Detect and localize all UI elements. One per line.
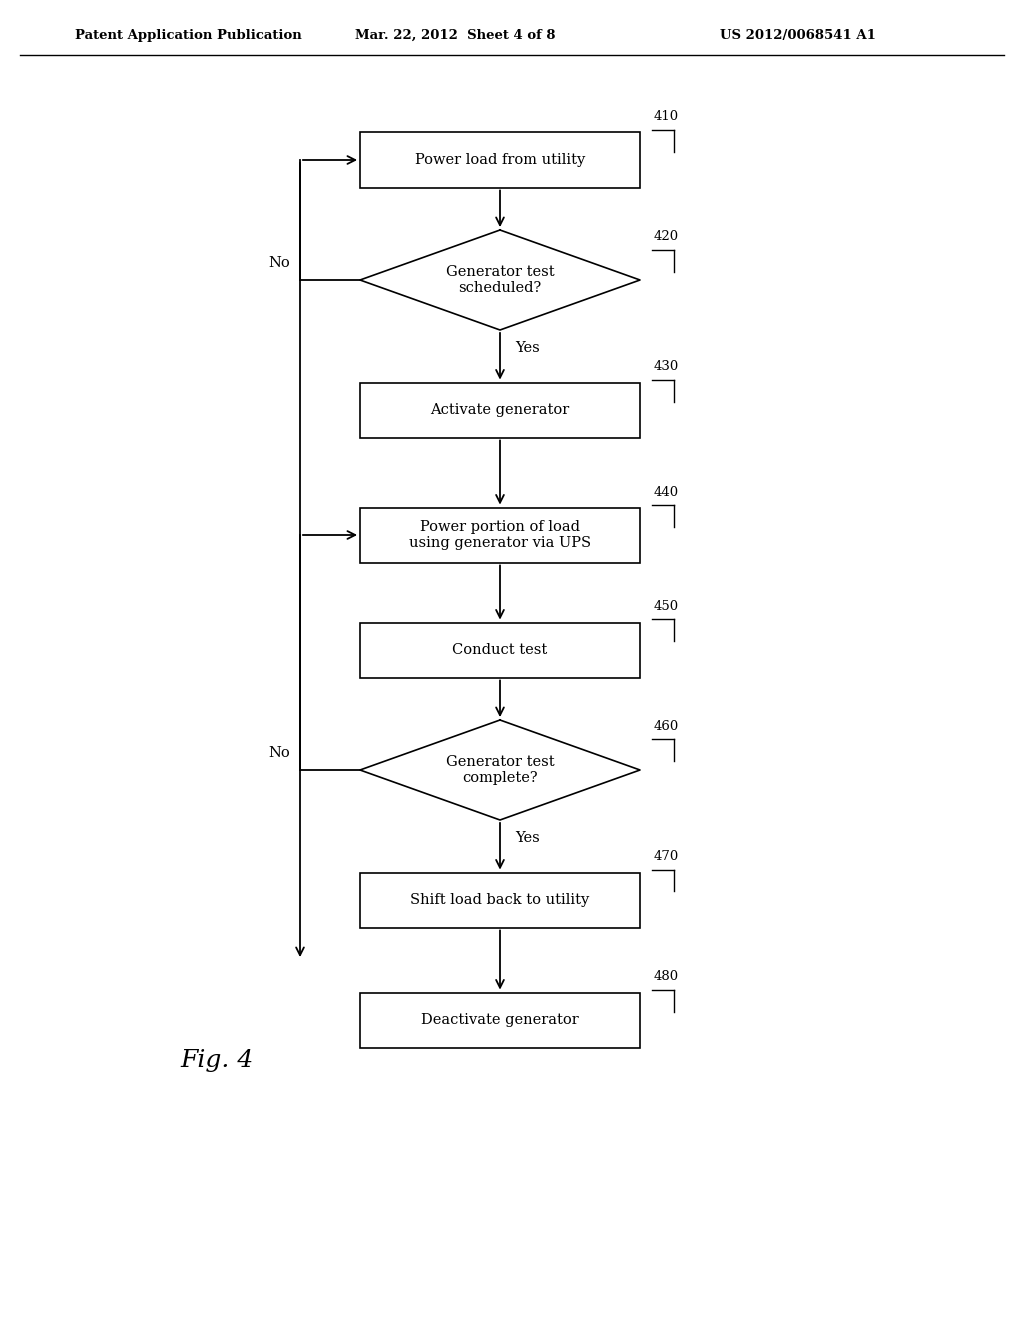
Text: 430: 430 — [654, 360, 679, 374]
Bar — [360, 507, 640, 562]
Bar — [360, 132, 640, 187]
Bar — [360, 623, 640, 677]
Text: No: No — [268, 256, 290, 271]
Text: Mar. 22, 2012  Sheet 4 of 8: Mar. 22, 2012 Sheet 4 of 8 — [355, 29, 555, 41]
Bar — [360, 993, 640, 1048]
Text: Deactivate generator: Deactivate generator — [421, 1012, 579, 1027]
Text: 460: 460 — [654, 721, 679, 734]
Text: 470: 470 — [654, 850, 679, 863]
Text: 410: 410 — [654, 111, 679, 124]
Text: Generator test
scheduled?: Generator test scheduled? — [445, 265, 554, 296]
Text: Yes: Yes — [515, 832, 540, 845]
Text: Generator test
complete?: Generator test complete? — [445, 755, 554, 785]
Text: 420: 420 — [654, 231, 679, 243]
Bar — [360, 383, 640, 437]
Text: Conduct test: Conduct test — [453, 643, 548, 657]
Text: Activate generator: Activate generator — [430, 403, 569, 417]
Text: Patent Application Publication: Patent Application Publication — [75, 29, 302, 41]
Text: Power load from utility: Power load from utility — [415, 153, 585, 168]
Text: Shift load back to utility: Shift load back to utility — [411, 894, 590, 907]
Text: Yes: Yes — [515, 342, 540, 355]
Text: 440: 440 — [654, 486, 679, 499]
Text: US 2012/0068541 A1: US 2012/0068541 A1 — [720, 29, 876, 41]
Text: 450: 450 — [654, 601, 679, 614]
Text: Power portion of load
using generator via UPS: Power portion of load using generator vi… — [409, 520, 591, 550]
Bar — [360, 873, 640, 928]
Text: 480: 480 — [654, 970, 679, 983]
Text: Fig. 4: Fig. 4 — [180, 1048, 253, 1072]
Text: No: No — [268, 746, 290, 760]
